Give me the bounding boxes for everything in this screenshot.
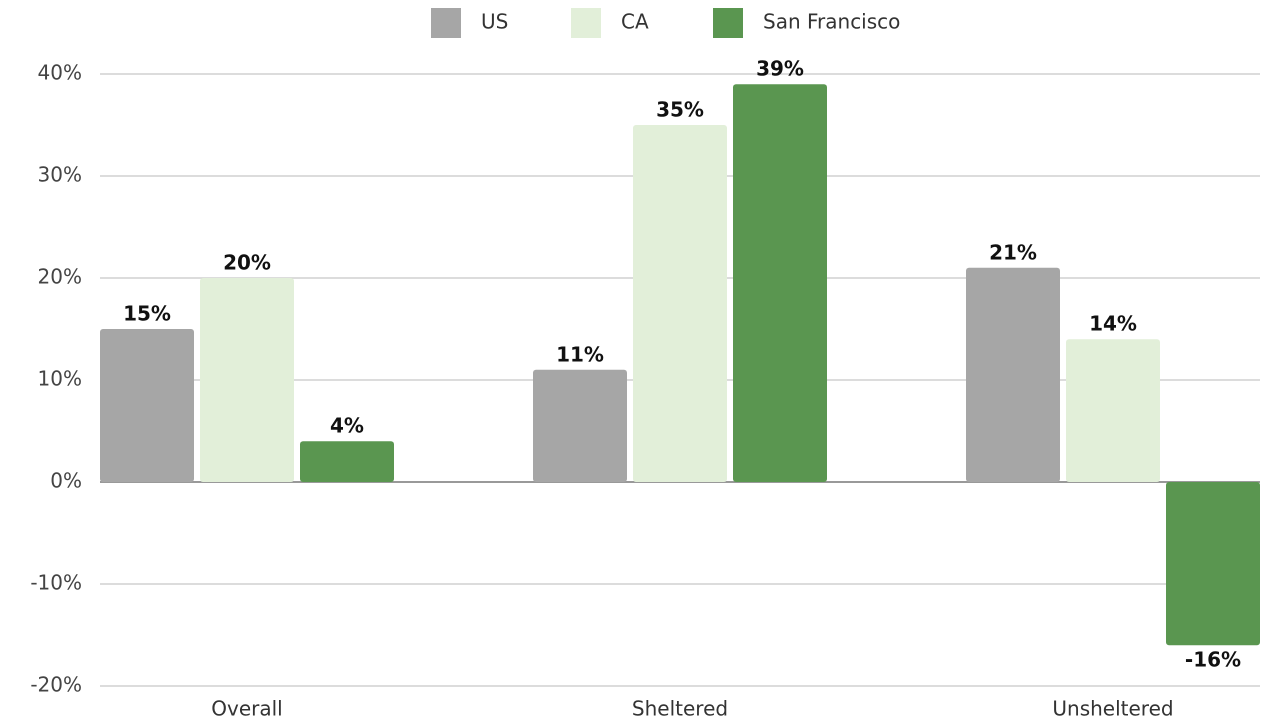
value-label: 35% — [656, 98, 704, 122]
value-label: 15% — [123, 302, 171, 326]
value-label: 20% — [223, 251, 271, 275]
y-tick-label: 30% — [38, 163, 82, 187]
legend-swatch — [713, 8, 743, 38]
bar — [200, 278, 294, 482]
legend-swatch — [571, 8, 601, 38]
value-label: 11% — [556, 342, 604, 366]
bar — [966, 267, 1060, 482]
legend-label: CA — [621, 10, 649, 34]
bar — [1166, 482, 1260, 646]
bar — [733, 84, 827, 482]
value-label: 14% — [1089, 312, 1137, 336]
y-tick-label: 0% — [50, 469, 82, 493]
legend-label: US — [481, 10, 508, 34]
y-tick-label: 10% — [38, 367, 82, 391]
value-label: 21% — [989, 240, 1037, 264]
x-tick-label: Overall — [211, 697, 282, 721]
value-label: 39% — [756, 57, 804, 81]
y-tick-label: -20% — [30, 673, 82, 697]
value-label: 4% — [330, 414, 364, 438]
y-tick-label: 20% — [38, 265, 82, 289]
y-tick-label: 40% — [38, 61, 82, 85]
bar — [533, 369, 627, 482]
bar — [633, 125, 727, 482]
x-tick-label: Sheltered — [632, 697, 728, 721]
bar — [100, 329, 194, 482]
bar — [300, 441, 394, 482]
value-label: -16% — [1185, 648, 1241, 672]
legend-swatch — [431, 8, 461, 38]
x-tick-label: Unsheltered — [1052, 697, 1173, 721]
y-tick-label: -10% — [30, 571, 82, 595]
legend-label: San Francisco — [763, 10, 900, 34]
bar — [1066, 339, 1160, 482]
